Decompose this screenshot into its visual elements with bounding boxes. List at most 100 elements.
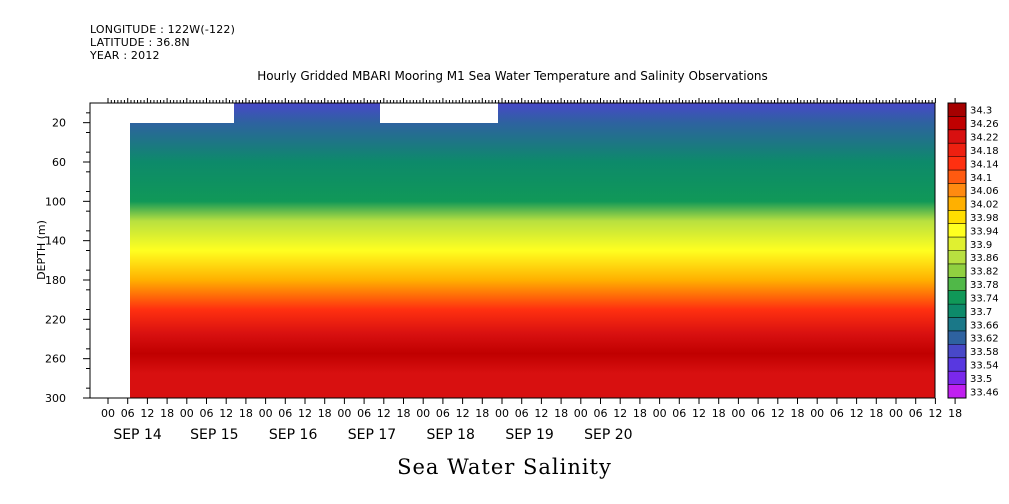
x-hour-label: 12 xyxy=(377,407,391,420)
colorbar-swatch xyxy=(948,371,966,386)
x-hour-label: 00 xyxy=(889,407,903,420)
y-axis: 20 60 100 140 180 220 260 300 xyxy=(45,112,90,405)
y-axis-label: DEPTH (m) xyxy=(35,220,48,280)
colorbar: 34.3 34.26 34.22 34.18 34.14 34.1 34.06 34.02 33… xyxy=(947,102,999,399)
x-hour-label: 06 xyxy=(200,407,214,420)
x-hour-label: 06 xyxy=(515,407,529,420)
colorbar-swatch xyxy=(948,263,966,278)
plot-area xyxy=(89,102,936,399)
colorbar-swatch xyxy=(948,277,966,292)
colorbar-swatch xyxy=(948,170,966,184)
y-tick-label: 20 xyxy=(52,117,66,130)
x-axis: 00 06 12 18 00 06 12 18 00 06 12 18 00 06 12 18 00 06 12 18… xyxy=(101,98,962,443)
year-label: YEAR : 2012 xyxy=(90,49,160,62)
colorbar-label: 33.5 xyxy=(970,374,992,385)
x-hour-label: 12 xyxy=(219,407,233,420)
colorbar-label: 33.86 xyxy=(970,253,999,264)
colorbar-label: 34.18 xyxy=(970,146,999,157)
x-hour-label: 06 xyxy=(121,407,135,420)
colorbar-swatch xyxy=(948,156,966,171)
colorbar-label: 33.54 xyxy=(970,360,999,371)
colorbar-label: 33.46 xyxy=(970,387,999,398)
y-tick-label: 180 xyxy=(45,274,66,287)
colorbar-swatch xyxy=(948,183,966,198)
x-hour-label: 18 xyxy=(160,407,174,420)
latitude-label: LATITUDE : 36.8N xyxy=(90,36,190,49)
colorbar-swatch xyxy=(948,223,966,238)
colorbar-swatch xyxy=(948,290,966,305)
x-hour-label: 18 xyxy=(475,407,489,420)
x-hour-label: 18 xyxy=(948,407,962,420)
x-hour-label: 06 xyxy=(751,407,765,420)
colorbar-label: 34.3 xyxy=(970,106,992,117)
colorbar-swatch xyxy=(948,317,966,332)
chart-title: Hourly Gridded MBARI Mooring M1 Sea Wate… xyxy=(257,69,768,83)
x-hour-label: 00 xyxy=(259,407,273,420)
colorbar-swatch xyxy=(948,344,966,359)
x-hour-label: 18 xyxy=(554,407,568,420)
x-hour-label: 18 xyxy=(318,407,332,420)
x-hour-label: 18 xyxy=(869,407,883,420)
colorbar-swatch xyxy=(948,196,966,211)
colorbar-label: 34.14 xyxy=(970,159,999,170)
x-hour-label: 06 xyxy=(830,407,844,420)
x-date-label: SEP 19 xyxy=(505,427,553,443)
x-hour-label: 18 xyxy=(397,407,411,420)
x-hour-label: 12 xyxy=(298,407,312,420)
missing-data-block xyxy=(90,103,130,398)
colorbar-label: 33.78 xyxy=(970,280,999,291)
x-hour-label: 06 xyxy=(594,407,608,420)
missing-data-block xyxy=(130,103,234,123)
colorbar-swatch xyxy=(948,330,966,345)
colorbar-swatch xyxy=(948,129,966,144)
x-date-label: SEP 20 xyxy=(584,427,632,443)
colorbar-label: 33.82 xyxy=(970,267,999,278)
x-hour-label: 00 xyxy=(337,407,351,420)
colorbar-swatch xyxy=(948,357,966,372)
colorbar-swatch xyxy=(948,210,966,225)
x-hour-label: 12 xyxy=(850,407,864,420)
x-hour-label: 00 xyxy=(731,407,745,420)
x-date-label: SEP 16 xyxy=(269,427,318,443)
x-hour-label: 00 xyxy=(495,407,509,420)
y-tick-label: 260 xyxy=(45,353,66,366)
x-hour-label: 12 xyxy=(692,407,706,420)
colorbar-label: 34.02 xyxy=(970,200,999,211)
x-date-label: SEP 15 xyxy=(190,427,238,443)
x-hour-label: 12 xyxy=(140,407,154,420)
y-tick-label: 140 xyxy=(45,235,66,248)
x-hour-label: 00 xyxy=(180,407,194,420)
x-hour-label: 00 xyxy=(574,407,588,420)
x-date-label: SEP 17 xyxy=(348,427,396,443)
x-hour-label: 18 xyxy=(791,407,805,420)
colorbar-label: 34.26 xyxy=(970,119,999,130)
colorbar-label: 34.1 xyxy=(970,173,992,184)
x-hour-label: 18 xyxy=(239,407,253,420)
x-hour-label: 06 xyxy=(672,407,686,420)
x-hour-label: 00 xyxy=(653,407,667,420)
x-hour-label: 12 xyxy=(771,407,785,420)
x-hour-label: 06 xyxy=(436,407,450,420)
colorbar-label: 33.9 xyxy=(970,240,992,251)
colorbar-frame xyxy=(947,102,967,399)
x-hour-label: 06 xyxy=(909,407,923,420)
x-hour-label: 00 xyxy=(810,407,824,420)
x-hour-label: 18 xyxy=(712,407,726,420)
x-hour-label: 18 xyxy=(633,407,647,420)
x-date-label: SEP 14 xyxy=(113,427,162,443)
y-tick-label: 220 xyxy=(45,313,66,326)
x-hour-label: 12 xyxy=(613,407,627,420)
colorbar-swatch xyxy=(948,304,966,319)
x-hour-label: 00 xyxy=(416,407,430,420)
colorbar-label: 34.22 xyxy=(970,133,999,144)
longitude-label: LONGITUDE : 122W(-122) xyxy=(90,23,236,36)
colorbar-label: 33.58 xyxy=(970,347,999,358)
x-hour-label: 06 xyxy=(357,407,371,420)
missing-data-block xyxy=(380,103,498,123)
y-tick-label: 100 xyxy=(45,195,66,208)
x-date-label: SEP 18 xyxy=(427,427,475,443)
x-hour-label: 12 xyxy=(534,407,548,420)
colorbar-label: 33.94 xyxy=(970,226,999,237)
salinity-field xyxy=(90,103,935,398)
